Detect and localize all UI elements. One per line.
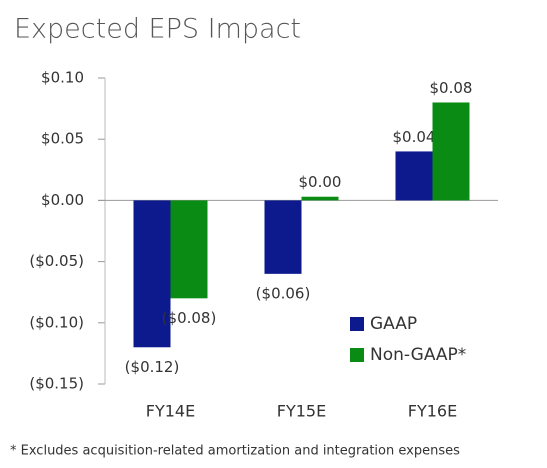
- y-tick-label: $0.10: [41, 69, 84, 87]
- legend-swatch: [350, 348, 364, 362]
- x-tick-label: FY15E: [277, 402, 326, 421]
- y-tick-label: $0.05: [41, 130, 84, 148]
- legend-label: GAAP: [370, 314, 417, 334]
- x-tick-label: FY14E: [146, 402, 195, 421]
- y-tick-label: ($0.05): [29, 252, 84, 270]
- legend-label: Non-GAAP*: [370, 345, 466, 365]
- bar: [301, 196, 339, 201]
- value-label: ($0.06): [256, 284, 311, 302]
- value-label: $0.04: [393, 128, 436, 146]
- value-label: ($0.12): [125, 358, 180, 376]
- bar: [264, 200, 302, 274]
- value-label: ($0.08): [162, 309, 217, 327]
- chart-title: Expected EPS Impact: [14, 14, 301, 45]
- bar: [133, 200, 171, 348]
- y-tick-label: $0.00: [41, 191, 84, 209]
- footnote: * Excludes acquisition-related amortizat…: [10, 444, 460, 459]
- value-label: $0.08: [430, 79, 473, 97]
- value-label: $0.00: [299, 173, 342, 191]
- bar: [170, 200, 208, 299]
- y-tick-label: ($0.10): [29, 313, 84, 331]
- y-tick-label: ($0.15): [29, 375, 84, 393]
- x-tick-label: FY16E: [408, 402, 457, 421]
- legend-swatch: [350, 317, 364, 331]
- bar: [395, 151, 433, 201]
- bar: [432, 102, 470, 201]
